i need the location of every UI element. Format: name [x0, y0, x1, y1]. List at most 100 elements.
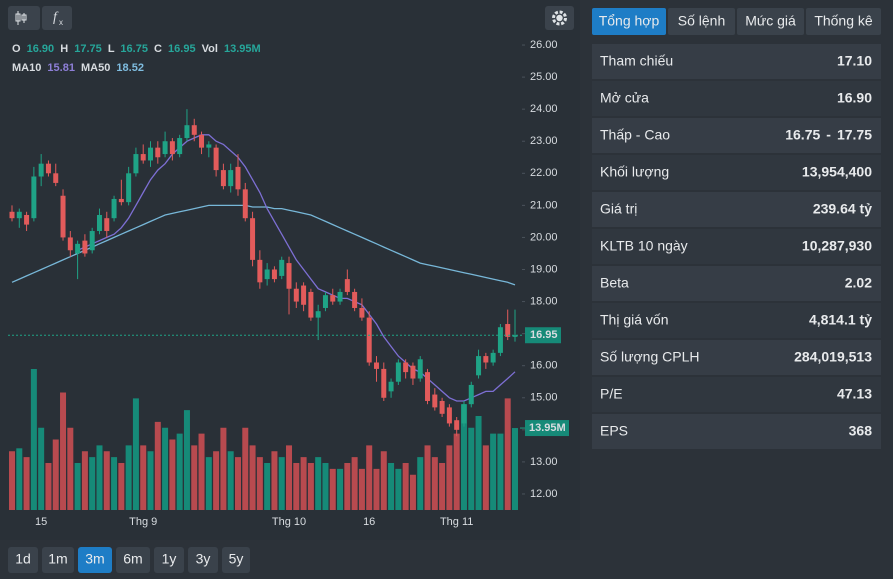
candle-body — [512, 335, 518, 337]
volume-bar — [344, 463, 351, 510]
range-button[interactable] — [188, 547, 218, 573]
volume-bar — [358, 468, 365, 510]
candle-body — [38, 163, 44, 177]
stat-row — [592, 229, 881, 264]
volume-bar — [60, 392, 67, 510]
candle-body — [301, 285, 307, 305]
candle-body — [213, 147, 219, 171]
tab-label: Mức giá — [745, 13, 796, 29]
volume-bar — [38, 427, 45, 510]
y-tick-label: 20.00 — [530, 231, 558, 243]
range-button[interactable] — [116, 547, 150, 573]
volume-bar — [169, 439, 176, 510]
candle-body — [242, 189, 248, 219]
x-tick-label: Thg 11 — [440, 516, 473, 528]
last-price-label: 16.95 — [530, 329, 558, 341]
volume-bar — [366, 445, 373, 510]
range-button[interactable] — [42, 547, 74, 573]
y-tick-label: 25.00 — [530, 71, 558, 83]
candle-body — [476, 356, 482, 376]
volume-bar — [307, 463, 314, 510]
volume-bar — [89, 457, 96, 510]
stat-row — [592, 81, 881, 116]
last-volume-tag — [525, 420, 569, 437]
stat-value: 13,954,400 — [802, 164, 872, 180]
stat-label: EPS — [600, 423, 628, 439]
candle-body — [9, 211, 15, 219]
legend-label: O — [12, 43, 21, 55]
range-button[interactable] — [78, 547, 112, 573]
legend-label: L — [108, 43, 115, 55]
legend-value: 13.95M — [224, 43, 261, 55]
legend-value: 16.75 — [120, 43, 148, 55]
y-tick-label: 13.00 — [530, 456, 558, 468]
candle-body — [505, 324, 511, 337]
range-label: 1d — [15, 551, 31, 567]
volume-bar — [453, 433, 460, 510]
volume-bar — [256, 457, 263, 510]
volume-bar — [162, 427, 169, 510]
volume-bar — [205, 457, 212, 510]
volume-bar — [147, 451, 154, 510]
stat-label: P/E — [600, 386, 623, 402]
volume-bar — [191, 445, 198, 510]
ohlc-legend: O 16.90 H 17.75 L 16.75 C 16.95 Vol 13.9… — [12, 43, 261, 55]
y-tick-label: 21.00 — [530, 199, 558, 211]
candle-body — [133, 154, 139, 174]
candle-body — [330, 295, 336, 302]
tab[interactable] — [806, 8, 881, 35]
candle-body — [461, 404, 467, 424]
candle-body — [403, 362, 409, 373]
range-label: 5y — [229, 551, 244, 567]
candle-body — [359, 307, 365, 318]
volume-bar — [439, 463, 446, 510]
gear-icon-center — [556, 14, 563, 22]
volume-bar — [67, 427, 74, 510]
candle-body — [184, 125, 190, 139]
candle-body — [271, 269, 277, 280]
volume-bar — [132, 398, 139, 510]
volume-bar — [118, 463, 125, 510]
volume-bar — [402, 463, 409, 510]
volume-bar — [482, 445, 489, 510]
candle-body — [67, 237, 73, 251]
ma50-line — [11, 204, 516, 286]
volume-bar — [220, 427, 227, 510]
candle-body — [410, 365, 416, 379]
candle-body — [395, 362, 401, 382]
range-button[interactable] — [222, 547, 250, 573]
y-tick-label: 23.00 — [530, 135, 558, 147]
candle-body — [468, 384, 474, 405]
volume-bar — [395, 468, 402, 510]
stat-row — [592, 377, 881, 412]
stat-high: 17.75 — [837, 127, 872, 143]
volume-bar — [388, 463, 395, 510]
last-price-tag — [525, 327, 561, 344]
volume-bar — [111, 457, 118, 510]
stat-row — [592, 414, 881, 449]
range-button[interactable] — [154, 547, 184, 573]
tab[interactable] — [668, 8, 735, 35]
range-button[interactable] — [8, 547, 38, 573]
stat-value: 2.02 — [845, 275, 872, 291]
candle-body — [220, 170, 226, 187]
candle-body — [388, 381, 394, 392]
fx-icon-sub: x — [59, 18, 63, 27]
ma10-line — [77, 134, 516, 402]
candle-body — [228, 170, 234, 187]
candle-body — [250, 218, 256, 260]
legend-label: MA10 — [12, 62, 41, 74]
volume-bar — [322, 463, 329, 510]
fx-icon: f — [53, 10, 59, 25]
tab[interactable] — [737, 8, 804, 35]
volume-bar — [30, 369, 37, 510]
volume-bar — [16, 448, 23, 510]
x-tick-label: 15 — [35, 516, 47, 528]
stat-row — [592, 340, 881, 375]
tab[interactable] — [592, 8, 666, 35]
stat-label: Thấp - Cao — [600, 127, 670, 143]
candle-body — [293, 288, 299, 302]
stat-value: 4,814.1 tỷ — [809, 312, 872, 328]
indicator-button[interactable] — [42, 6, 72, 30]
